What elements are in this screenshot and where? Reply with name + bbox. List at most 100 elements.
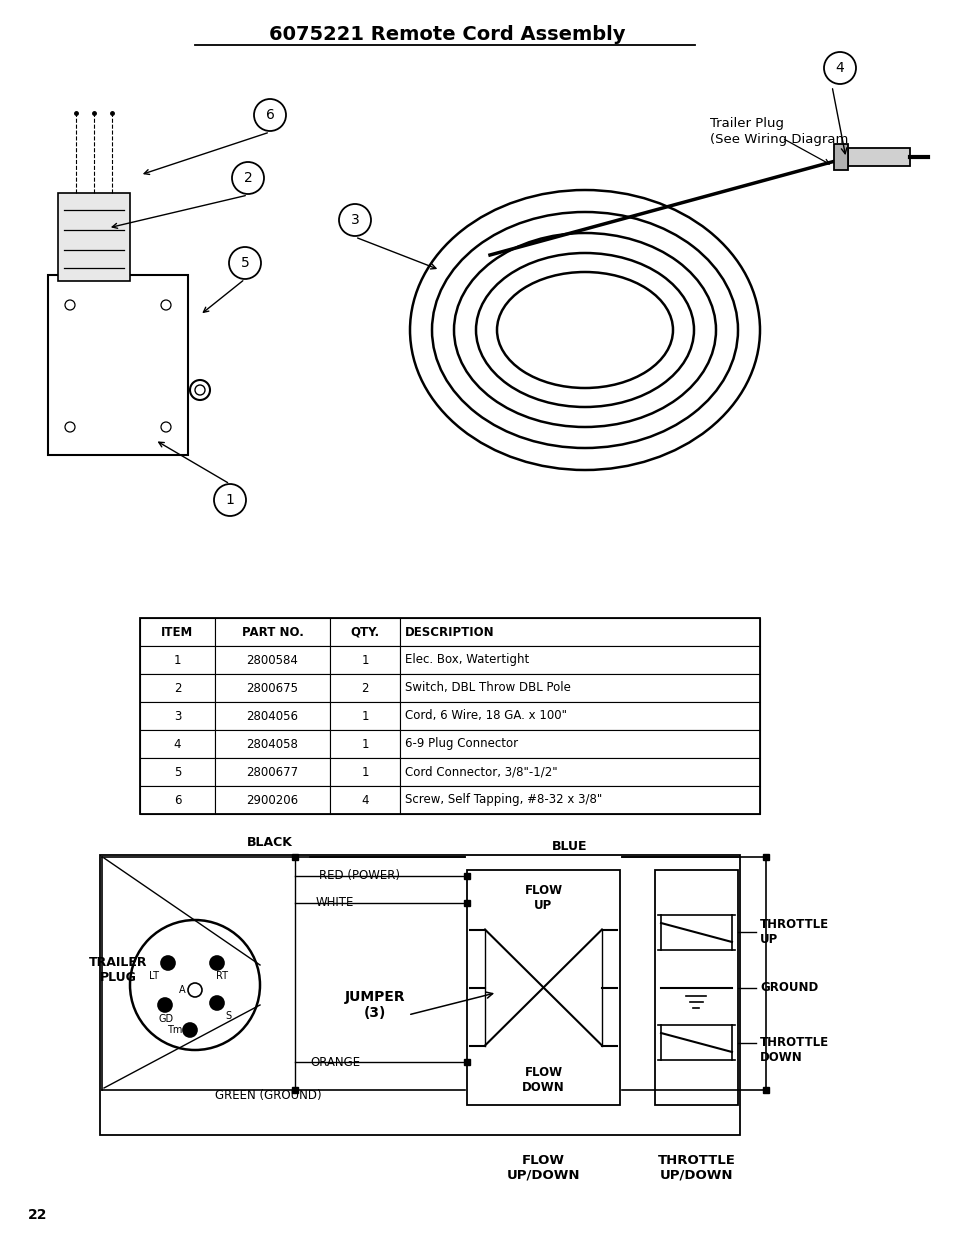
Bar [100, 855, 740, 1135]
Text: 2804056: 2804056 [246, 709, 298, 722]
Text: 6: 6 [173, 794, 181, 806]
Circle shape [161, 956, 174, 969]
Text: 2800584: 2800584 [246, 653, 298, 667]
Bar [655, 869, 738, 1105]
Circle shape [210, 956, 224, 969]
Circle shape [188, 983, 202, 997]
Bar [214, 618, 330, 646]
Text: 5: 5 [240, 256, 249, 270]
Text: Cord Connector, 3/8"-1/2": Cord Connector, 3/8"-1/2" [405, 766, 558, 778]
Text: GREEN (GROUND): GREEN (GROUND) [214, 1089, 321, 1103]
Bar [140, 618, 214, 646]
Bar [399, 758, 760, 785]
Text: THROTTLE
DOWN: THROTTLE DOWN [760, 1036, 828, 1065]
Text: Trailer Plug: Trailer Plug [709, 116, 783, 130]
Text: 4: 4 [835, 61, 843, 75]
Bar [140, 758, 214, 785]
Text: THROTTLE
UP: THROTTLE UP [760, 918, 828, 946]
Bar [833, 144, 847, 170]
Text: Elec. Box, Watertight: Elec. Box, Watertight [405, 653, 529, 667]
Text: (See Wiring Diagram: (See Wiring Diagram [709, 133, 847, 147]
Text: RT: RT [215, 971, 228, 981]
Text: BLACK: BLACK [247, 836, 293, 850]
Bar [58, 193, 130, 282]
Text: Cord, 6 Wire, 18 GA. x 100": Cord, 6 Wire, 18 GA. x 100" [405, 709, 566, 722]
Text: TRAILER
PLUG: TRAILER PLUG [89, 956, 147, 984]
Text: 2900206: 2900206 [246, 794, 298, 806]
Text: 2: 2 [173, 682, 181, 694]
Text: PART NO.: PART NO. [241, 625, 303, 638]
Text: THROTTLE
UP/DOWN: THROTTLE UP/DOWN [657, 1153, 735, 1182]
Bar [330, 730, 399, 758]
Bar [214, 785, 330, 814]
Text: GROUND: GROUND [760, 981, 818, 994]
Bar [214, 701, 330, 730]
Bar [330, 618, 399, 646]
Bar [399, 701, 760, 730]
Text: 1: 1 [361, 709, 369, 722]
Bar [140, 730, 214, 758]
Text: 6075221 Remote Cord Assembly: 6075221 Remote Cord Assembly [269, 26, 624, 44]
Text: 2800677: 2800677 [246, 766, 298, 778]
Text: 3: 3 [173, 709, 181, 722]
Bar [140, 785, 214, 814]
Text: 2: 2 [243, 170, 253, 185]
Bar [399, 618, 760, 646]
Bar [399, 646, 760, 674]
Text: 2800675: 2800675 [246, 682, 298, 694]
Bar [330, 785, 399, 814]
Bar [330, 701, 399, 730]
Bar [399, 730, 760, 758]
Text: 1: 1 [361, 653, 369, 667]
Circle shape [210, 995, 224, 1010]
Bar [330, 646, 399, 674]
Bar [399, 785, 760, 814]
Bar [330, 758, 399, 785]
Text: FLOW
UP: FLOW UP [524, 884, 562, 911]
Bar [399, 674, 760, 701]
Bar [140, 618, 760, 814]
Text: ITEM: ITEM [161, 625, 193, 638]
Text: 4: 4 [361, 794, 369, 806]
Bar [214, 758, 330, 785]
Bar [214, 730, 330, 758]
Bar [214, 674, 330, 701]
Text: WHITE: WHITE [315, 897, 354, 909]
Text: 4: 4 [173, 737, 181, 751]
Text: DESCRIPTION: DESCRIPTION [405, 625, 494, 638]
Bar [48, 275, 188, 454]
Text: 5: 5 [173, 766, 181, 778]
Bar [847, 148, 909, 165]
Bar [214, 646, 330, 674]
Text: JUMPER
(3): JUMPER (3) [344, 990, 405, 1020]
Text: 6-9 Plug Connector: 6-9 Plug Connector [405, 737, 517, 751]
Text: 3: 3 [351, 212, 359, 227]
Text: FLOW
DOWN: FLOW DOWN [521, 1066, 564, 1094]
Text: Switch, DBL Throw DBL Pole: Switch, DBL Throw DBL Pole [405, 682, 570, 694]
Text: 2: 2 [361, 682, 369, 694]
Text: S: S [225, 1011, 231, 1021]
Circle shape [183, 1023, 196, 1037]
Text: 6: 6 [265, 107, 274, 122]
Bar [140, 674, 214, 701]
Text: 2804058: 2804058 [246, 737, 298, 751]
Text: Screw, Self Tapping, #8-32 x 3/8": Screw, Self Tapping, #8-32 x 3/8" [405, 794, 601, 806]
Text: LT: LT [149, 971, 159, 981]
Bar [330, 674, 399, 701]
Circle shape [158, 998, 172, 1011]
Text: QTY.: QTY. [350, 625, 379, 638]
Text: A: A [178, 986, 185, 995]
Text: BLUE: BLUE [552, 840, 587, 852]
Bar [140, 646, 214, 674]
Bar [467, 869, 619, 1105]
Bar [140, 701, 214, 730]
Text: 1: 1 [173, 653, 181, 667]
Text: 1: 1 [361, 766, 369, 778]
Text: 1: 1 [225, 493, 234, 508]
Text: Tm: Tm [167, 1025, 182, 1035]
Text: 22: 22 [28, 1208, 48, 1221]
Text: 1: 1 [361, 737, 369, 751]
Text: RED (POWER): RED (POWER) [319, 868, 400, 882]
Text: GD: GD [158, 1014, 173, 1024]
Text: FLOW
UP/DOWN: FLOW UP/DOWN [506, 1153, 579, 1182]
